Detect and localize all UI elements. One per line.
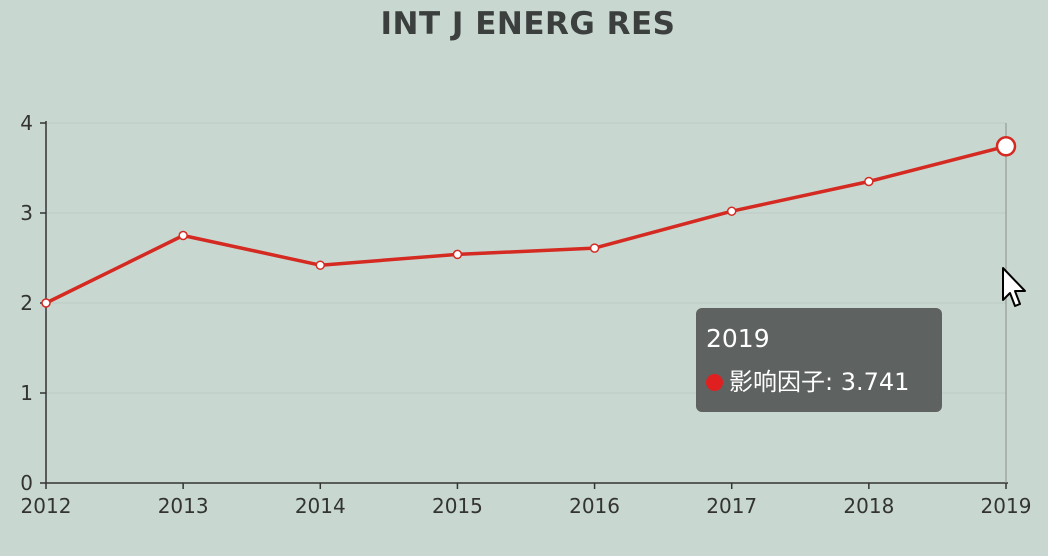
y-tick-label: 0 — [20, 471, 33, 495]
x-tick-label: 2015 — [432, 494, 483, 518]
tooltip: 2019 影响因子: 3.741 — [696, 308, 942, 412]
data-point — [726, 206, 737, 216]
x-tick-label: 2014 — [295, 494, 346, 518]
tooltip-row: 影响因子: 3.741 — [706, 364, 932, 400]
y-axis-ticks: 0 1 2 3 4 — [20, 111, 46, 495]
data-point — [41, 298, 51, 308]
tooltip-year: 2019 — [706, 324, 770, 353]
data-point — [589, 243, 600, 253]
y-tick-label: 4 — [20, 111, 33, 135]
x-tick-label: 2017 — [706, 494, 757, 518]
data-point — [452, 249, 463, 260]
data-point-highlighted — [995, 136, 1017, 157]
y-tick-label: 2 — [20, 291, 33, 315]
x-tick-label: 2016 — [569, 494, 620, 518]
axes — [45, 121, 1008, 484]
series-line — [45, 144, 1007, 305]
data-point — [178, 230, 188, 241]
chart-title: INT J ENERG RES — [380, 6, 676, 42]
data-points — [41, 136, 1017, 308]
y-tick-label: 1 — [20, 381, 33, 405]
data-point — [864, 176, 874, 187]
tooltip-series-dot — [706, 374, 723, 391]
series-line-group — [45, 144, 1007, 305]
x-axis-ticks: 2012 2013 2014 2015 2016 2017 2018 2019 — [21, 483, 1032, 518]
mouse-pointer-icon — [1002, 267, 1026, 307]
data-point — [315, 260, 326, 270]
tooltip-text: 影响因子: 3.741 — [729, 368, 910, 396]
x-tick-label: 2012 — [21, 494, 72, 518]
x-tick-label: 2018 — [843, 494, 894, 518]
x-tick-label: 2019 — [981, 494, 1032, 518]
y-tick-label: 3 — [20, 201, 33, 225]
x-tick-label: 2013 — [158, 494, 209, 518]
